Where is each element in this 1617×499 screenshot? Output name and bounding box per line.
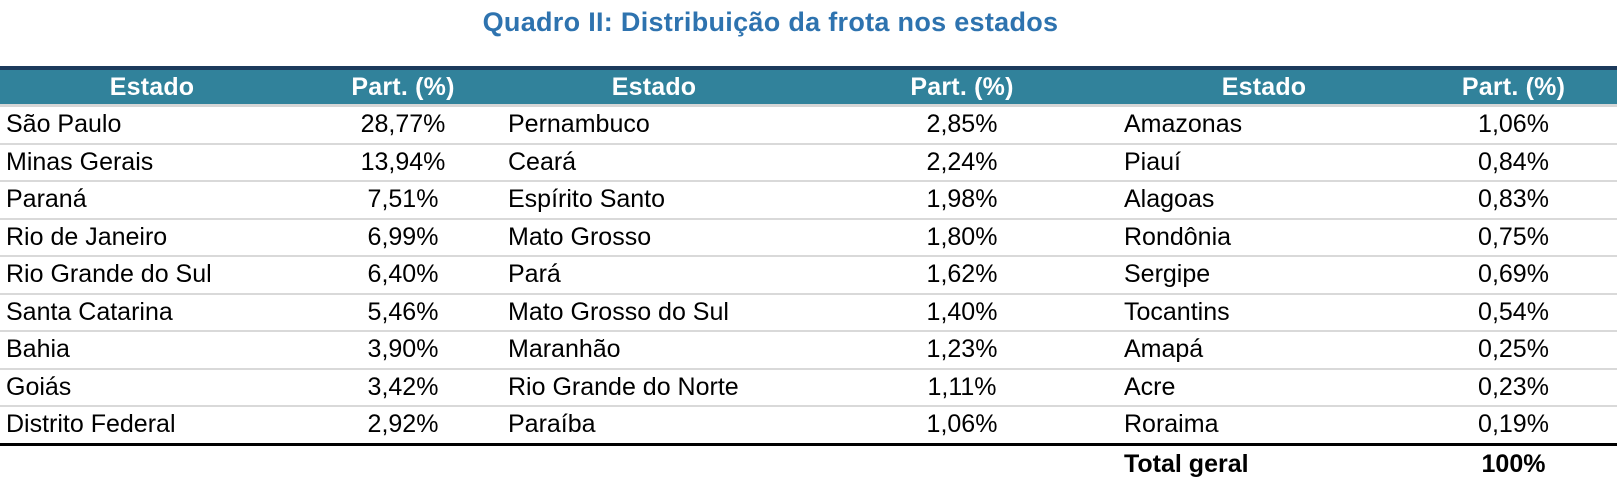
- table-row: Bahia 3,90% Maranhão 1,23% Amapá 0,25%: [0, 332, 1617, 370]
- column-header-part-3: Part. (%): [1461, 72, 1566, 101]
- table-row: São Paulo 28,77% Pernambuco 2,85% Amazonas 1,…: [0, 107, 1617, 145]
- part-value-cell: 5,46%: [367, 297, 439, 326]
- table-row: Santa Catarina 5,46% Mato Grosso do Sul 1,4…: [0, 295, 1617, 332]
- part-value-cell: 2,24%: [926, 147, 998, 176]
- part-value-cell: 0,83%: [1478, 185, 1549, 214]
- part-value-cell: 6,40%: [367, 260, 439, 289]
- state-cell: Maranhão: [508, 335, 621, 364]
- total-label: Total geral: [1124, 450, 1249, 478]
- state-cell: Minas Gerais: [6, 147, 154, 176]
- state-cell: Ceará: [508, 147, 577, 176]
- table-row: Minas Gerais 13,94% Ceará 2,24% Piauí 0,84%: [0, 145, 1617, 182]
- column-header-estado-3: Estado: [1221, 72, 1307, 101]
- state-cell: Rio Grande do Norte: [508, 372, 739, 401]
- column-header-estado-2: Estado: [611, 72, 697, 101]
- part-value-cell: 1,06%: [1478, 110, 1549, 139]
- state-cell: São Paulo: [6, 110, 122, 139]
- part-value-cell: 0,75%: [1478, 222, 1549, 251]
- state-cell: Piauí: [1124, 147, 1181, 176]
- part-value-cell: 1,11%: [927, 372, 997, 401]
- state-cell: Distrito Federal: [6, 410, 176, 439]
- table-row: Rio Grande do Sul 6,40% Pará 1,62% Sergipe 0,…: [0, 257, 1617, 295]
- part-value-cell: 0,84%: [1478, 147, 1549, 176]
- fleet-distribution-table: Estado Part. (%) Estado Part. (%) Estado…: [0, 66, 1617, 484]
- state-cell: Tocantins: [1124, 297, 1230, 326]
- state-cell: Sergipe: [1124, 260, 1211, 289]
- part-value-cell: 2,85%: [926, 110, 998, 139]
- part-value-cell: 1,98%: [926, 185, 998, 214]
- state-cell: Acre: [1124, 372, 1176, 401]
- state-cell: Amazonas: [1124, 110, 1243, 139]
- part-value-cell: 1,23%: [926, 335, 998, 364]
- part-value-cell: 0,19%: [1478, 410, 1549, 439]
- part-value-cell: 0,25%: [1478, 335, 1549, 364]
- part-value-cell: 0,23%: [1478, 372, 1549, 401]
- total-value: 100%: [1481, 450, 1546, 478]
- part-value-cell: 1,62%: [926, 260, 998, 289]
- part-value-cell: 13,94%: [360, 147, 446, 176]
- part-value-cell: 2,92%: [367, 410, 439, 439]
- state-cell: Mato Grosso: [508, 222, 652, 251]
- part-value-cell: 0,54%: [1478, 297, 1549, 326]
- state-cell: Pará: [508, 260, 561, 289]
- part-value-cell: 1,40%: [926, 297, 998, 326]
- table-row: Paraná 7,51% Espírito Santo 1,98% Alagoas 0,8…: [0, 182, 1617, 220]
- part-value-cell: 0,69%: [1478, 260, 1549, 289]
- part-value-cell: 3,42%: [367, 372, 439, 401]
- state-cell: Alagoas: [1124, 185, 1215, 214]
- state-cell: Espírito Santo: [508, 185, 666, 214]
- table-row: Rio de Janeiro 6,99% Mato Grosso 1,80% Rondô…: [0, 220, 1617, 257]
- column-header-part-1: Part. (%): [351, 72, 455, 101]
- state-cell: Rondônia: [1124, 222, 1232, 251]
- table-row: Distrito Federal 2,92% Paraíba 1,06% Roraima…: [0, 407, 1617, 446]
- state-cell: Mato Grosso do Sul: [508, 297, 729, 326]
- part-value-cell: 28,77%: [360, 110, 446, 139]
- state-cell: Paraíba: [508, 410, 596, 439]
- part-value-cell: 1,80%: [926, 222, 998, 251]
- part-value-cell: 3,90%: [367, 335, 439, 364]
- state-cell: Bahia: [6, 335, 70, 364]
- page-title: Quadro II: Distribuição da frota nos est…: [482, 7, 1059, 37]
- state-cell: Pernambuco: [508, 110, 650, 139]
- table-row: Goiás 3,42% Rio Grande do Norte 1,11% Acre 0,…: [0, 370, 1617, 407]
- table-body: São Paulo 28,77% Pernambuco 2,85% Amazonas 1,…: [0, 107, 1617, 446]
- state-cell: Rio Grande do Sul: [6, 260, 212, 289]
- column-header-estado-1: Estado: [109, 72, 195, 101]
- part-value-cell: 1,06%: [926, 410, 998, 439]
- total-row: Total geral 100%: [0, 446, 1617, 484]
- table-header-row: Estado Part. (%) Estado Part. (%) Estado…: [0, 66, 1617, 107]
- part-value-cell: 6,99%: [367, 222, 439, 251]
- state-cell: Rio de Janeiro: [6, 222, 168, 251]
- state-cell: Santa Catarina: [6, 297, 173, 326]
- state-cell: Roraima: [1124, 410, 1219, 439]
- column-header-part-2: Part. (%): [910, 72, 1014, 101]
- part-value-cell: 7,51%: [367, 185, 439, 214]
- state-cell: Goiás: [6, 372, 72, 401]
- state-cell: Amapá: [1124, 335, 1204, 364]
- state-cell: Paraná: [6, 185, 87, 214]
